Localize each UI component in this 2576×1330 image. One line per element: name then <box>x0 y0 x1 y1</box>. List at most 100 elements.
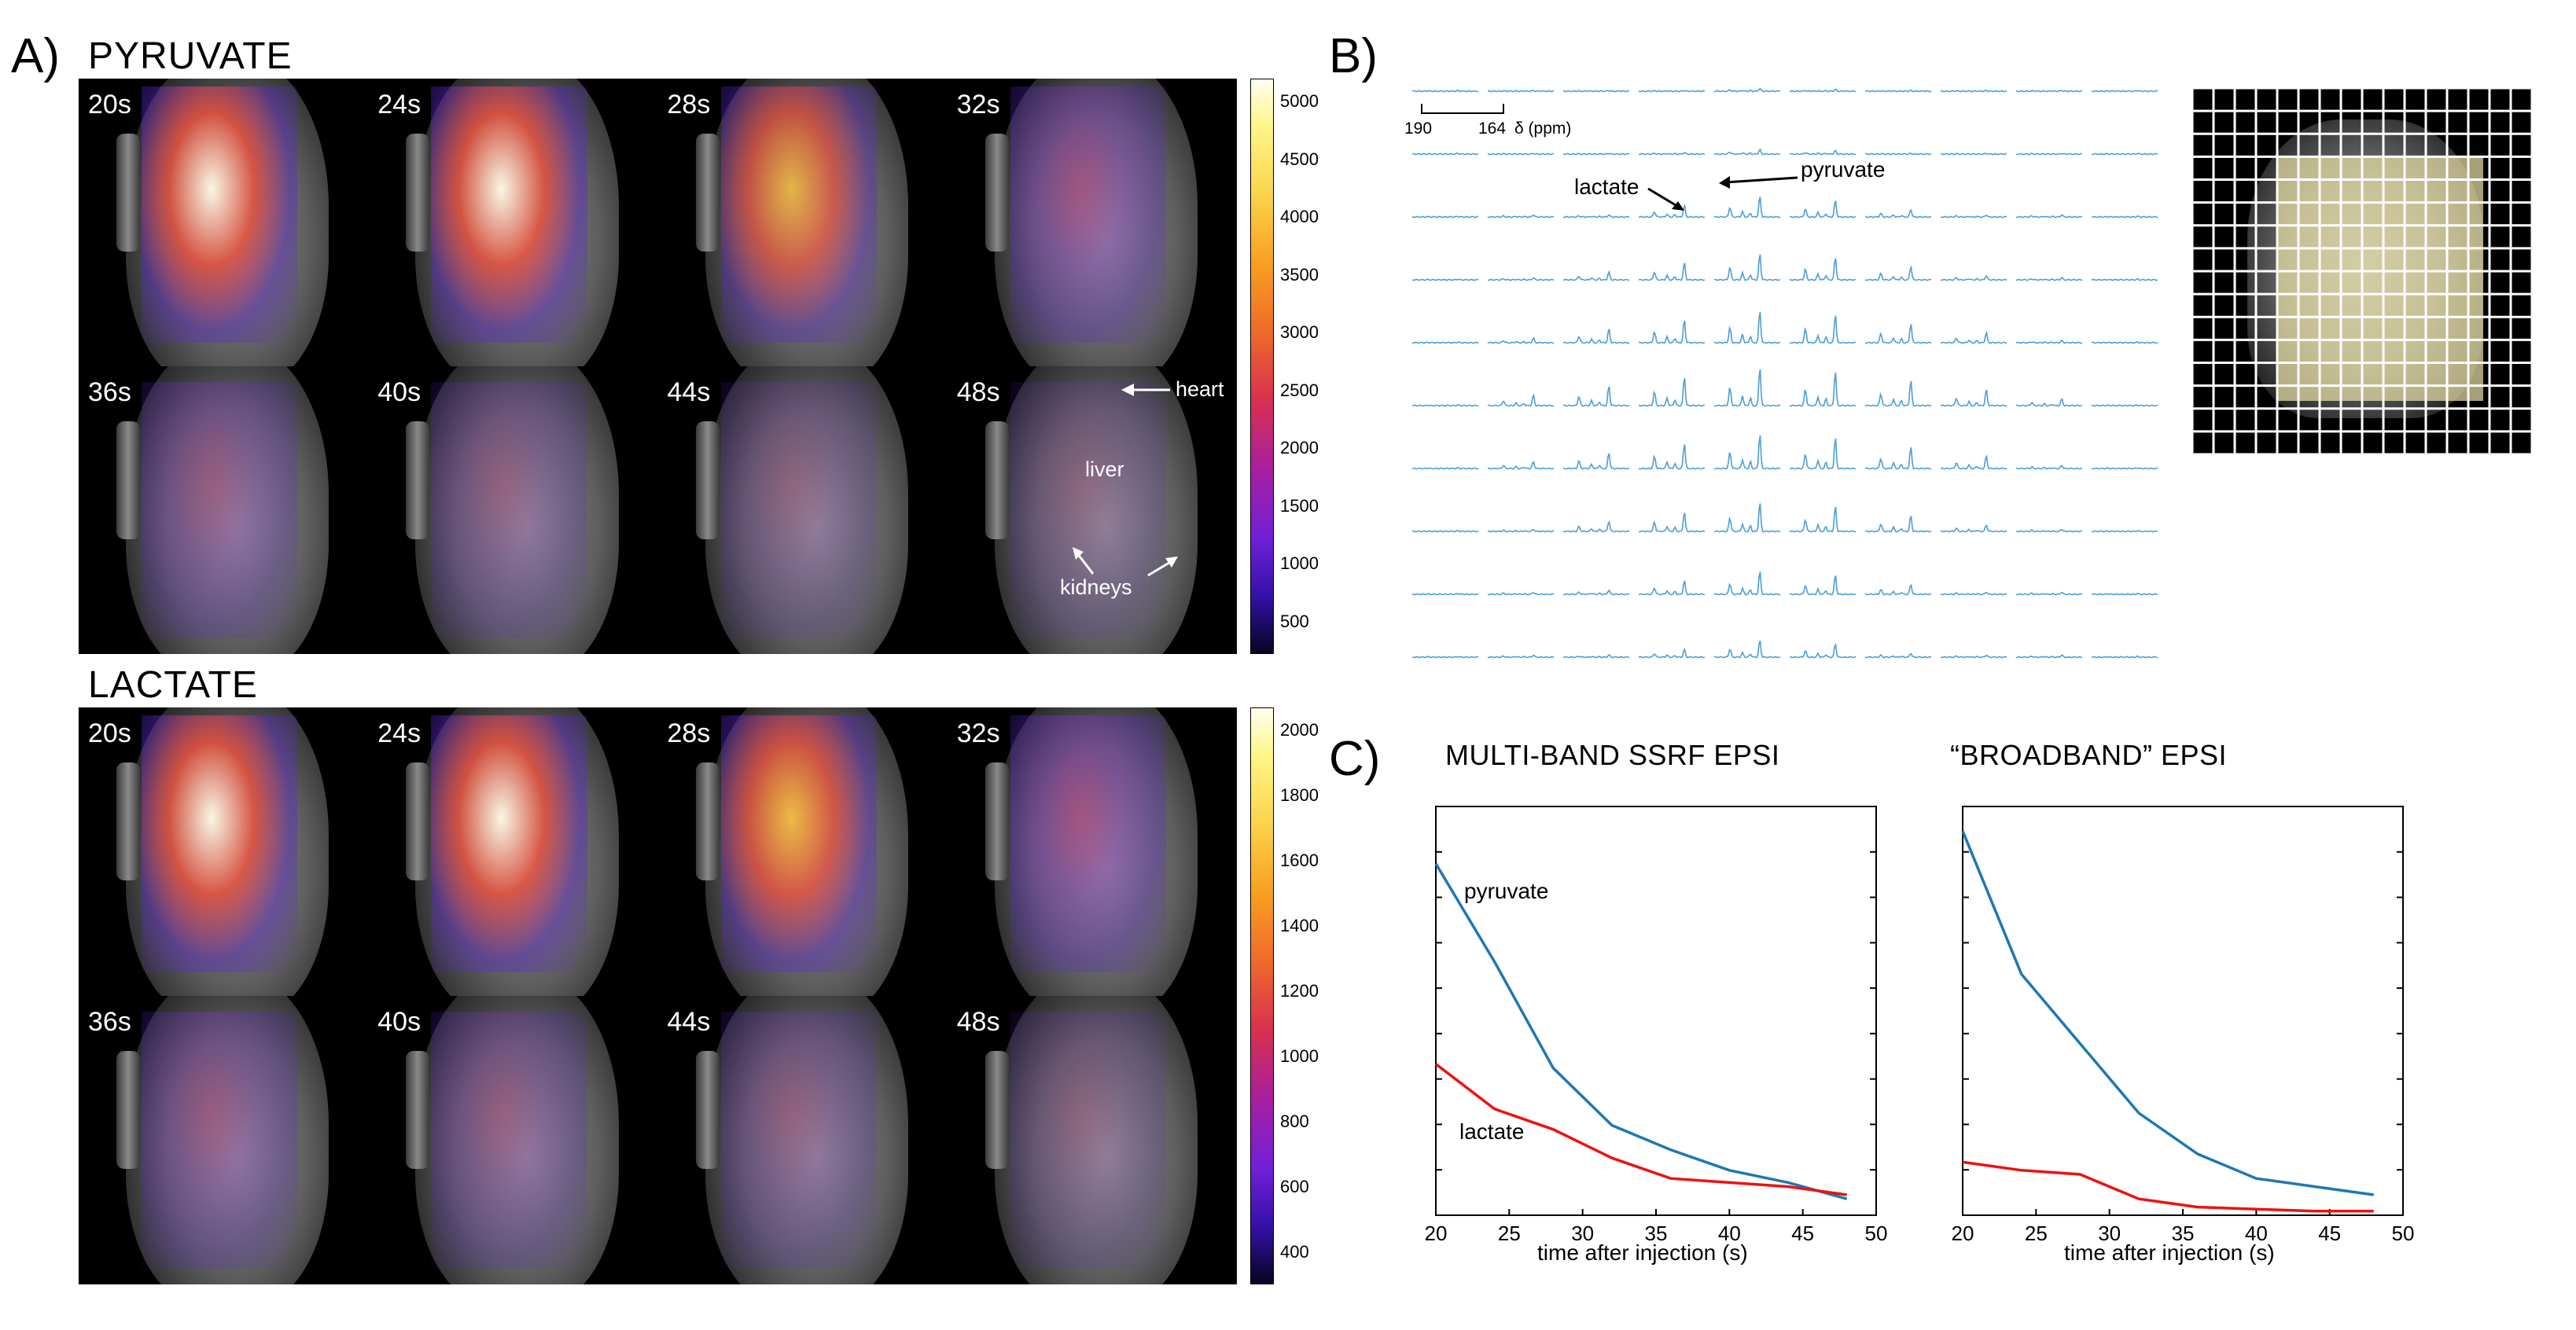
panel-a-letter: A) <box>11 29 60 83</box>
ppm-scale-left: 190 <box>1404 119 1433 138</box>
pyruvate-anatomy <box>126 366 329 654</box>
lactate-anatomy <box>994 996 1198 1284</box>
pyruvate-colorbar-tick: 1500 <box>1280 495 1319 516</box>
chart1-title: MULTI-BAND SSRF EPSI <box>1445 739 1780 771</box>
x-tick-label: 35 <box>2172 1222 2195 1245</box>
spectrum-trace <box>2091 467 2158 470</box>
spectrum-trace <box>1940 389 2007 407</box>
spectrum-trace <box>2091 152 2158 156</box>
pyruvate-title: PYRUVATE <box>88 35 293 77</box>
pyruvate-phantom-tube <box>984 134 1009 252</box>
spectrum-trace <box>1638 320 1706 344</box>
spectrum-trace <box>2091 404 2158 407</box>
spectrum-trace <box>2015 465 2083 470</box>
lactate-frame-20s: 20s <box>79 707 368 996</box>
pyruvate-time-label: 28s <box>667 90 711 119</box>
spectrum-trace <box>1789 88 1857 93</box>
spectrum-trace <box>1411 89 1479 93</box>
spectrum-trace <box>1562 329 1630 344</box>
pyruvate-signal-overlay <box>720 86 877 343</box>
lactate-anatomy <box>126 996 329 1284</box>
spectrum-trace <box>1412 341 1479 344</box>
chart1-xlabel: time after injection (s) <box>1537 1240 1748 1265</box>
spectrum-trace <box>2091 530 2158 533</box>
pyruvate-time-label: 20s <box>88 90 131 119</box>
pyruvate-time-label: 24s <box>377 90 421 119</box>
spectrum-trace <box>1411 278 1479 281</box>
lactate-time-label: 40s <box>377 1007 421 1037</box>
spectrum-trace <box>1864 652 1932 659</box>
x-tick-label: 30 <box>1571 1222 1594 1245</box>
annotation-liver: liver <box>1085 457 1124 481</box>
lactate-time-label: 20s <box>88 718 131 748</box>
pyruvate-colorbar-tick: 4000 <box>1280 207 1319 227</box>
spectrum-trace <box>1940 330 2007 344</box>
spectrum-trace <box>2015 152 2083 156</box>
localizer-image <box>2192 88 2532 454</box>
spectrum-trace <box>2091 90 2158 93</box>
pyruvate-frame-40s: 40s <box>368 366 657 654</box>
chart-broadband: 20 25 30 35 40 45 50 <box>1952 806 2414 1245</box>
pyruvate-colorbar <box>1250 79 1274 654</box>
pyruvate-time-label: 36s <box>88 377 131 407</box>
pyruvate-phantom-tube <box>406 134 430 252</box>
pyruvate-signal-overlay <box>142 382 298 638</box>
pyruvate-colorbar-tick: 4500 <box>1280 149 1319 169</box>
x-tick-label: 25 <box>1498 1222 1521 1245</box>
spectrum-trace <box>2091 340 2158 344</box>
lactate-phantom-tube <box>406 1051 430 1169</box>
spectrum-trace <box>1562 453 1630 470</box>
chart1-label-pyruvate: pyruvate <box>1464 879 1549 903</box>
spectrum-label-arrows <box>1647 176 1798 211</box>
ppm-scale-right: 164 <box>1478 119 1507 138</box>
lactate-colorbar-tick: 1600 <box>1280 851 1319 870</box>
pyruvate-signal-overlay <box>1010 86 1166 343</box>
spectrum-trace <box>1487 214 1555 219</box>
lactate-frame-36s: 36s <box>79 996 368 1284</box>
x-tick-label: 45 <box>2318 1222 2341 1245</box>
spectrum-trace <box>1638 263 1706 281</box>
lactate-frame-40s: 40s <box>368 996 657 1284</box>
x-tick-label: 40 <box>2245 1222 2268 1245</box>
chart2-title: “BROADBAND” EPSI <box>1950 739 2228 771</box>
chart1-label-lactate: lactate <box>1459 1119 1525 1144</box>
pyruvate-colorbar-tick: 3500 <box>1280 264 1319 285</box>
lactate-phantom-tube <box>116 762 140 880</box>
spectrum-trace <box>1940 152 2007 156</box>
pyruvate-frame-32s: 32s <box>948 79 1237 366</box>
pyruvate-frame-48s: 48s <box>948 366 1237 654</box>
lactate-time-label: 32s <box>956 718 1000 748</box>
lactate-frame-44s: 44s <box>658 996 948 1284</box>
spectrum-trace <box>1487 592 1555 596</box>
series-line-lactate <box>1962 1160 2374 1213</box>
spectrum-trace <box>1488 277 1555 281</box>
lactate-colorbar-tick: 600 <box>1280 1177 1309 1196</box>
pyruvate-frame-36s: 36s <box>79 366 368 654</box>
spectrum-trace <box>1487 461 1555 470</box>
spectrum-trace <box>1562 520 1630 533</box>
ppm-scale-bar <box>1421 104 1504 114</box>
series-line-pyruvate <box>1434 862 1848 1200</box>
spectrum-trace <box>2015 653 2083 659</box>
lactate-colorbar-tick: 1800 <box>1280 785 1319 805</box>
lactate-signal-overlay <box>1010 715 1166 972</box>
lactate-anatomy <box>415 996 619 1284</box>
pyruvate-anatomy <box>705 366 908 654</box>
spectrum-trace <box>2015 591 2083 596</box>
spectrum-trace <box>2015 214 2083 219</box>
pyruvate-time-label: 44s <box>667 377 711 407</box>
spectrum-trace <box>2015 90 2083 93</box>
spectrum-trace <box>1789 258 1857 281</box>
spectrum-trace <box>1562 653 1630 659</box>
lactate-phantom-tube <box>695 762 719 880</box>
spectrum-trace <box>2015 529 2083 533</box>
pyruvate-colorbar-tick: 500 <box>1280 612 1309 631</box>
spectrum-trace <box>1411 593 1479 596</box>
spectrum-trace <box>1411 466 1479 470</box>
spectrum-trace <box>1713 571 1781 596</box>
spectrum-trace <box>1713 254 1781 281</box>
lactate-title: LACTATE <box>88 664 258 706</box>
spectrum-trace <box>1940 89 2007 93</box>
lactate-signal-overlay <box>142 1012 298 1269</box>
lactate-signal-overlay <box>142 715 298 972</box>
